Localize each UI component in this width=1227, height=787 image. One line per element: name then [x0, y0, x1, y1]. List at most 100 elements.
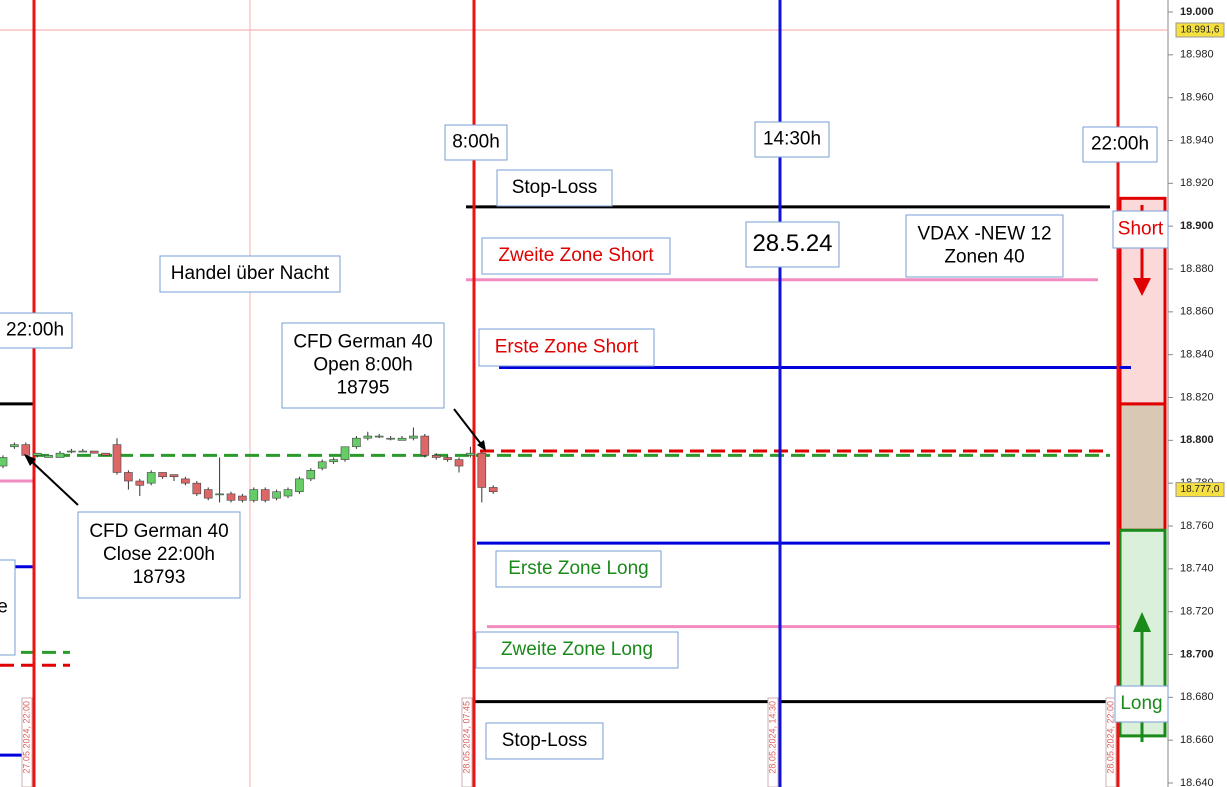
- candle-body: [21, 444, 31, 456]
- candle-body: [443, 457, 452, 460]
- candle-body: [158, 472, 167, 478]
- time-label: 28.05.2024, 22:00: [1105, 701, 1115, 774]
- time-label-box: [767, 697, 779, 787]
- text-box: 28.5.24: [745, 221, 840, 268]
- y-tick-label: 18.900: [1180, 220, 1214, 232]
- candle-body: [283, 489, 293, 497]
- text-box: Erste Zone Long: [495, 550, 662, 588]
- text-box: Short: [1112, 210, 1169, 249]
- y-tick-label: 18.820: [1180, 391, 1214, 403]
- text-box-frame: [0, 312, 73, 349]
- text-box-frame: [478, 328, 655, 367]
- price-label: 18.777,0: [1181, 484, 1220, 495]
- candle-body: [386, 437, 395, 440]
- pointer: [29, 459, 79, 506]
- candle-body: [477, 452, 487, 488]
- candle-body: [317, 461, 327, 469]
- text-box-label: Erste Zone Short: [495, 337, 639, 358]
- price-label-box: [1175, 22, 1225, 38]
- arrow-head: [1133, 612, 1151, 632]
- text-box-label: Close 22:00h: [103, 544, 215, 565]
- candle-body: [329, 459, 338, 463]
- candle-body: [78, 450, 88, 453]
- text-box-frame: [444, 124, 508, 161]
- candle-body: [409, 435, 418, 439]
- candle-body: [272, 491, 281, 499]
- text-box-label: Zweite Zone Short: [498, 245, 654, 266]
- time-label-box: [1105, 697, 1117, 787]
- time-label-box: [461, 697, 473, 787]
- text-box: 8:00h: [444, 124, 508, 161]
- text-box-label: Stop-Loss: [512, 177, 598, 198]
- candle-body: [226, 493, 236, 501]
- candle-body: [363, 435, 373, 439]
- candle-body: [101, 452, 110, 456]
- candle-body: [124, 472, 133, 482]
- text-box: Stop-Loss: [485, 722, 604, 760]
- candle-body: [146, 472, 156, 484]
- text-box-label: 8:00h: [452, 132, 500, 153]
- text-box: Erste Zone Short: [478, 328, 655, 367]
- text-box-label: Short: [1118, 219, 1164, 240]
- candle-body: [340, 446, 350, 460]
- text-box-label: 22:00h: [6, 320, 64, 341]
- y-tick-label: 18.940: [1180, 134, 1214, 146]
- text-box-frame: [481, 237, 671, 275]
- price-label: 18.991,6: [1181, 25, 1220, 36]
- text-box-label: 14:30h: [763, 129, 821, 150]
- time-label: 28.05.2024, 07:45: [461, 701, 471, 774]
- text-box-label: Zweite Zone Long: [501, 639, 653, 660]
- text-box: 14:30h: [754, 121, 830, 158]
- candle-body: [32, 452, 42, 456]
- text-box-label: 18793: [133, 567, 186, 588]
- zone: [1118, 402, 1167, 532]
- text-box-frame: [475, 631, 679, 669]
- candle-body: [0, 457, 8, 467]
- text-box-frame: [1112, 210, 1169, 249]
- candle-body: [215, 493, 224, 496]
- y-tick-label: 18.680: [1180, 691, 1214, 703]
- candle-body: [67, 450, 76, 453]
- pointer: [453, 408, 482, 445]
- y-tick-label: 19.000: [1180, 6, 1214, 18]
- text-box-label: 22:00h: [1091, 134, 1149, 155]
- candle-body: [397, 437, 407, 441]
- candle-body: [431, 455, 441, 458]
- text-box-frame: [745, 221, 840, 268]
- text-box-label: e: [0, 597, 8, 618]
- candle-body: [169, 474, 179, 478]
- text-box-frame: [159, 255, 341, 293]
- candle-body: [295, 478, 304, 493]
- text-box-label: VDAX -NEW 12: [917, 224, 1051, 245]
- candle-body: [203, 489, 213, 499]
- arrow-head: [1133, 278, 1151, 296]
- text-box: Stop-Loss: [496, 169, 613, 207]
- text-box: Handel über Nacht: [159, 255, 341, 293]
- y-tick-label: 18.740: [1180, 563, 1214, 575]
- candle-body: [374, 435, 384, 438]
- y-tick-label: 18.760: [1180, 520, 1214, 532]
- candle-body: [112, 444, 122, 473]
- y-tick-label: 18.860: [1180, 306, 1214, 318]
- text-box-frame: [496, 169, 613, 207]
- text-box-frame: [905, 214, 1064, 278]
- time-label-box: [21, 697, 33, 787]
- text-box: Zweite Zone Short: [481, 237, 671, 275]
- y-tick-label: 18.880: [1180, 263, 1214, 275]
- text-box-label: CFD German 40: [293, 332, 432, 353]
- candle-body: [135, 480, 145, 486]
- candle-body: [420, 435, 430, 456]
- candle-body: [488, 487, 498, 493]
- y-tick-label: 18.980: [1180, 49, 1214, 61]
- time-label: 28.05.2024, 14:30: [767, 701, 777, 774]
- candle-body: [181, 478, 190, 484]
- text-box-label: Stop-Loss: [502, 730, 588, 751]
- candle-body: [89, 450, 99, 454]
- text-box: Long: [1114, 685, 1169, 723]
- text-box-label: 18795: [337, 377, 390, 398]
- candle-body: [238, 495, 247, 501]
